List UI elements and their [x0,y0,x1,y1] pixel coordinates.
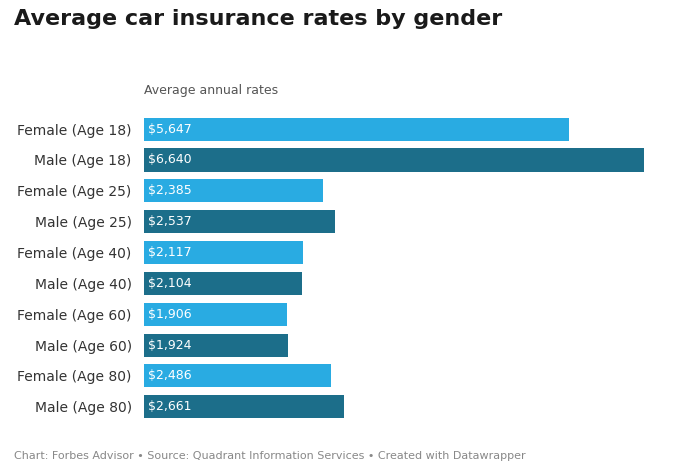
Bar [144,210,335,233]
Bar [144,395,344,418]
Text: $6,640: $6,640 [148,153,192,166]
Bar [144,334,288,356]
Text: $2,537: $2,537 [148,215,192,228]
Text: $1,906: $1,906 [148,308,192,321]
Bar [144,302,287,326]
Text: $2,117: $2,117 [148,246,192,259]
Text: Average annual rates: Average annual rates [144,84,278,97]
Text: $2,104: $2,104 [148,277,192,290]
Text: $1,924: $1,924 [148,339,192,351]
Bar [144,148,644,171]
Text: $2,661: $2,661 [148,400,192,413]
Bar [144,117,569,141]
Text: Average car insurance rates by gender: Average car insurance rates by gender [14,9,503,29]
Text: $5,647: $5,647 [148,123,192,136]
Bar [144,179,323,202]
Bar [144,364,331,388]
Text: $2,486: $2,486 [148,370,192,383]
Bar [144,272,302,295]
Bar [144,241,303,264]
Text: Chart: Forbes Advisor • Source: Quadrant Information Services • Created with Dat: Chart: Forbes Advisor • Source: Quadrant… [14,452,526,461]
Text: $2,385: $2,385 [148,185,192,197]
